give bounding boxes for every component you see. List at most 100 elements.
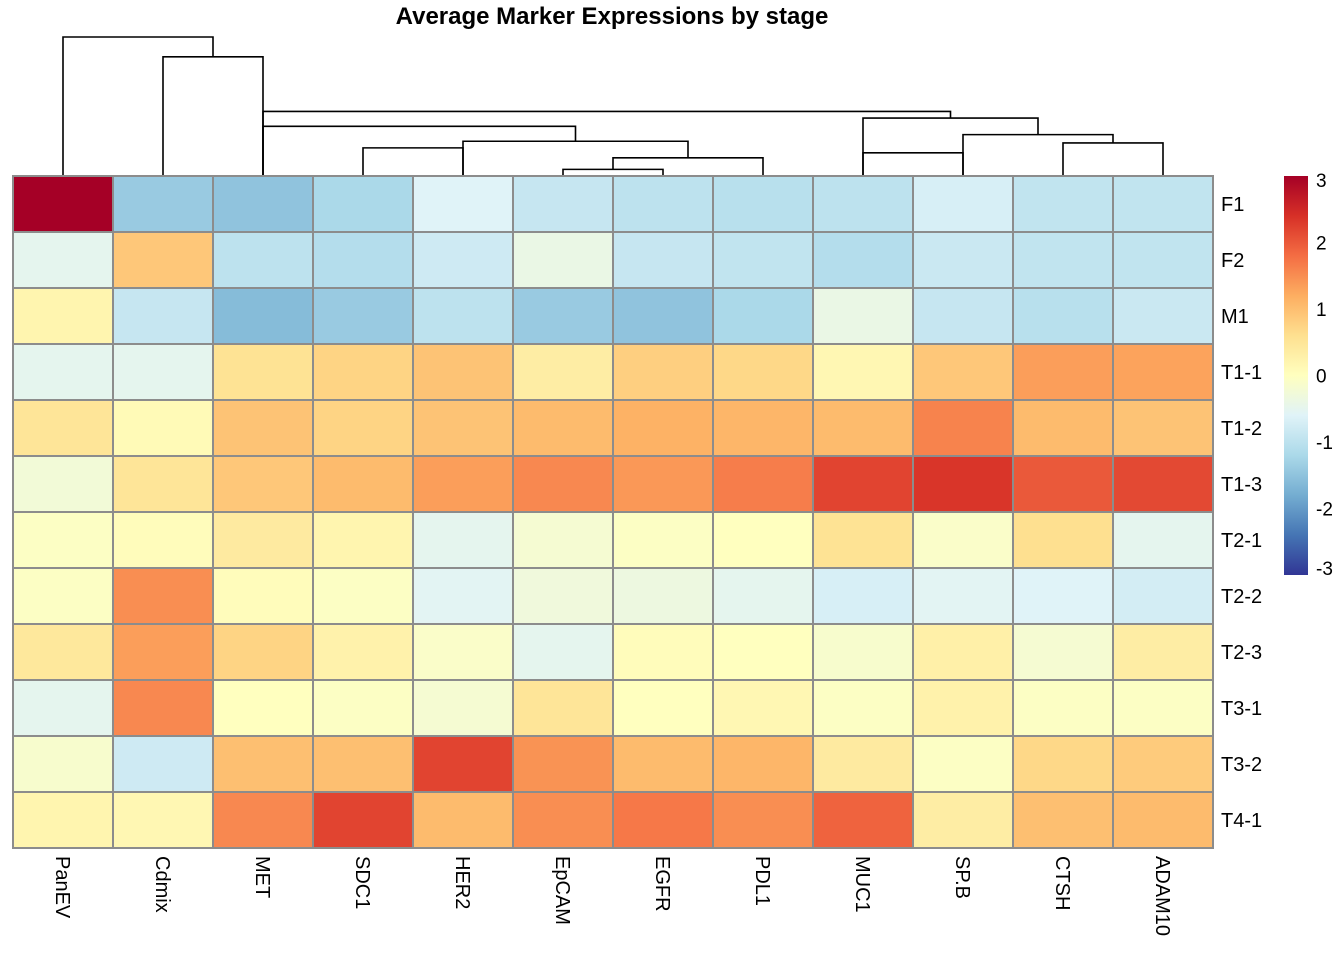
heatmap-cell-T3-1-EpCAM: [512, 679, 614, 737]
heatmap-cell-F1-MUC1: [812, 175, 914, 233]
heatmap-cell-T3-1-ADAM10: [1112, 679, 1214, 737]
heatmap-cell-T4-1-HER2: [412, 791, 514, 849]
heatmap-cell-F2-EpCAM: [512, 231, 614, 289]
heatmap-cell-T1-1-SP.B: [912, 343, 1014, 401]
heatmap-cell-T1-1-Cdmix: [112, 343, 214, 401]
heatmap-cell-T2-3-ADAM10: [1112, 623, 1214, 681]
heatmap-cell-T4-1-MUC1: [812, 791, 914, 849]
heatmap-cell-T3-2-SP.B: [912, 735, 1014, 793]
heatmap-cell-T2-2-EGFR: [612, 567, 714, 625]
heatmap-cell-T3-2-CTSH: [1012, 735, 1114, 793]
heatmap-cell-M1-EGFR: [612, 287, 714, 345]
row-label: T1-2: [1221, 418, 1262, 440]
heatmap-cell-F2-PanEV: [12, 231, 114, 289]
heatmap-cell-F1-CTSH: [1012, 175, 1114, 233]
heatmap-cell-T4-1-SP.B: [912, 791, 1014, 849]
heatmap-cell-T1-1-SDC1: [312, 343, 414, 401]
heatmap-cell-T2-1-SDC1: [312, 511, 414, 569]
heatmap-cell-T1-2-HER2: [412, 399, 514, 457]
heatmap-cell-T3-2-PDL1: [712, 735, 814, 793]
heatmap-cell-T1-3-SDC1: [312, 455, 414, 513]
heatmap-cell-T2-2-SDC1: [312, 567, 414, 625]
dendrogram-branch: [362, 147, 464, 176]
column-label: SDC1: [351, 856, 373, 909]
legend-tick-label: -3: [1316, 559, 1333, 580]
legend-tick-label: -2: [1316, 500, 1333, 521]
column-label: Cdmix: [151, 856, 173, 913]
heatmap-cell-T2-3-MET: [212, 623, 314, 681]
row-label: T3-2: [1221, 754, 1262, 776]
heatmap-cell-T1-1-CTSH: [1012, 343, 1114, 401]
heatmap-cell-T1-3-EpCAM: [512, 455, 614, 513]
column-label: HER2: [451, 856, 473, 909]
heatmap-cell-T1-2-EpCAM: [512, 399, 614, 457]
heatmap-cell-T2-3-EGFR: [612, 623, 714, 681]
heatmap-cell-T1-3-SP.B: [912, 455, 1014, 513]
heatmap-cell-T1-2-CTSH: [1012, 399, 1114, 457]
heatmap-cell-T2-2-SP.B: [912, 567, 1014, 625]
heatmap-cell-M1-MET: [212, 287, 314, 345]
heatmap-cell-F1-EpCAM: [512, 175, 614, 233]
heatmap-cell-T1-2-ADAM10: [1112, 399, 1214, 457]
heatmap-cell-T1-1-PanEV: [12, 343, 114, 401]
dendrogram-branch: [462, 140, 689, 176]
heatmap-cell-F1-EGFR: [612, 175, 714, 233]
heatmap-cell-F1-MET: [212, 175, 314, 233]
heatmap-cell-M1-PDL1: [712, 287, 814, 345]
heatmap-cell-M1-HER2: [412, 287, 514, 345]
heatmap-cell-T2-2-EpCAM: [512, 567, 614, 625]
heatmap-cell-T1-2-SP.B: [912, 399, 1014, 457]
legend-color-bar: [1284, 176, 1308, 575]
heatmap-cell-T3-2-ADAM10: [1112, 735, 1214, 793]
heatmap-cell-T3-1-EGFR: [612, 679, 714, 737]
heatmap-cell-T3-1-MET: [212, 679, 314, 737]
row-label: T4-1: [1221, 810, 1262, 832]
legend-tick-label: 2: [1316, 234, 1327, 255]
heatmap-cell-T4-1-EGFR: [612, 791, 714, 849]
column-label: MUC1: [851, 856, 873, 913]
dendrogram-branch: [1062, 142, 1164, 176]
heatmap-cell-T1-3-CTSH: [1012, 455, 1114, 513]
heatmap-cell-T2-2-PanEV: [12, 567, 114, 625]
heatmap-cell-T2-3-EpCAM: [512, 623, 614, 681]
heatmap-cell-F2-EGFR: [612, 231, 714, 289]
dendrogram-branch: [612, 157, 764, 176]
heatmap-cell-T1-2-MET: [212, 399, 314, 457]
heatmap-cell-T2-1-SP.B: [912, 511, 1014, 569]
heatmap-cell-T1-2-PanEV: [12, 399, 114, 457]
heatmap-cell-T4-1-PDL1: [712, 791, 814, 849]
heatmap-cell-F1-SDC1: [312, 175, 414, 233]
heatmap-cell-T3-1-Cdmix: [112, 679, 214, 737]
row-labels: F1 F2 M1 T1-1 T1-2 T1-3 T2-1 T2-2 T2-3 T3-1 T3-2 T4…: [1221, 194, 1262, 832]
heatmap-cell-T1-2-EGFR: [612, 399, 714, 457]
heatmap-cell-T1-3-PanEV: [12, 455, 114, 513]
heatmap-cell-F2-PDL1: [712, 231, 814, 289]
heatmap-cell-F1-SP.B: [912, 175, 1014, 233]
heatmap-cell-T4-1-Cdmix: [112, 791, 214, 849]
heatmap-cell-F1-ADAM10: [1112, 175, 1214, 233]
legend-tick-label: 3: [1316, 171, 1327, 192]
dendrogram-branch: [862, 117, 1039, 176]
heatmap-cell-T1-3-Cdmix: [112, 455, 214, 513]
heatmap-cell-F1-PDL1: [712, 175, 814, 233]
heatmap-cell-T1-1-ADAM10: [1112, 343, 1214, 401]
column-label: CTSH: [1051, 856, 1073, 910]
heatmap-cell-T1-1-EGFR: [612, 343, 714, 401]
column-label: PanEV: [51, 856, 73, 919]
heatmap-cell-M1-EpCAM: [512, 287, 614, 345]
heatmap-cell-F2-MUC1: [812, 231, 914, 289]
heatmap-cell-T2-3-HER2: [412, 623, 514, 681]
heatmap-cell-T1-3-HER2: [412, 455, 514, 513]
heatmap-cell-T2-1-ADAM10: [1112, 511, 1214, 569]
heatmap-cell-T1-1-MUC1: [812, 343, 914, 401]
heatmap-cell-T3-1-PanEV: [12, 679, 114, 737]
column-label: EGFR: [651, 856, 673, 912]
heatmap-cell-F2-CTSH: [1012, 231, 1114, 289]
chart-title: Average Marker Expressions by stage: [396, 3, 829, 30]
column-label: PDL1: [751, 856, 773, 906]
heatmap-cell-T1-2-SDC1: [312, 399, 414, 457]
heatmap-cell-T2-2-CTSH: [1012, 567, 1114, 625]
heatmap-cell-T1-3-MET: [212, 455, 314, 513]
heatmap-cell-F2-MET: [212, 231, 314, 289]
